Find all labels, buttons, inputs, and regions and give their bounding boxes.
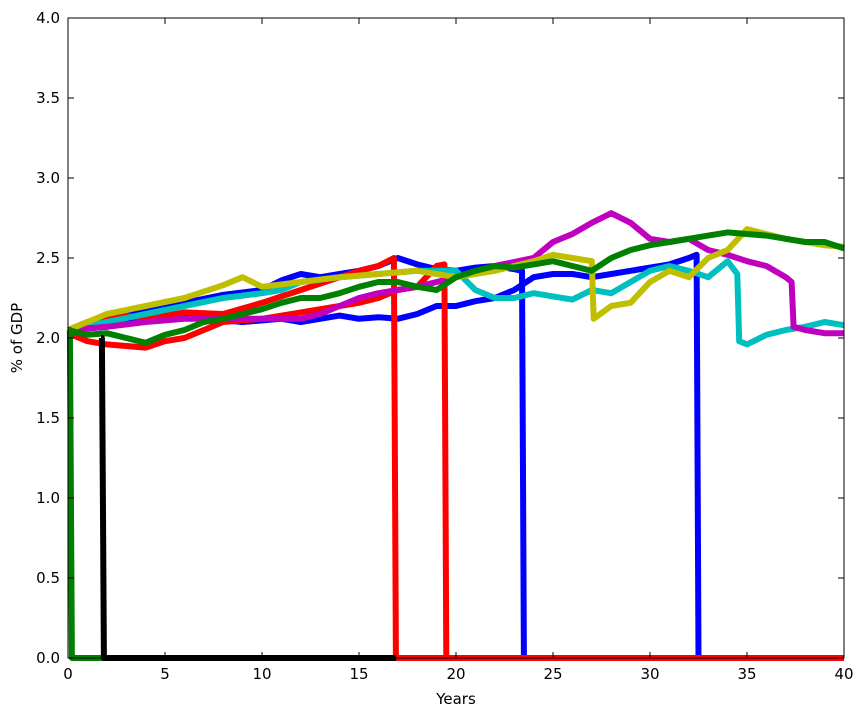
x-tick-label: 30 — [640, 665, 659, 683]
x-tick-label: 20 — [446, 665, 465, 683]
y-tick-label: 1.5 — [36, 409, 60, 427]
x-tick-label: 5 — [160, 665, 170, 683]
x-tick-label: 40 — [834, 665, 853, 683]
series-line-3 — [66, 255, 844, 661]
series-line-10 — [98, 335, 844, 661]
series-line-8 — [66, 327, 844, 661]
series-line-7 — [66, 226, 845, 333]
y-tick-label: 4.0 — [36, 9, 60, 27]
series-layer — [66, 210, 845, 661]
y-axis-label: % of GDP — [8, 303, 26, 373]
y-tick-label: 3.0 — [36, 169, 60, 187]
y-tick-label: 0.5 — [36, 569, 60, 587]
series-line-4 — [66, 261, 844, 661]
series-line-5 — [67, 258, 845, 348]
x-tick-label: 0 — [63, 665, 73, 683]
series-line-9 — [67, 229, 845, 346]
y-tick-label: 2.5 — [36, 249, 60, 267]
x-tick-label: 25 — [543, 665, 562, 683]
x-tick-label: 10 — [252, 665, 271, 683]
x-tick-label: 15 — [349, 665, 368, 683]
x-axis-label: Years — [435, 690, 476, 708]
series-line-6 — [67, 210, 844, 337]
ticks-layer: 0 5 10 15 20 25 30 35 40 0.0 0.5 1.0 1.5 2.0 2.5 3.0 3.5… — [36, 9, 853, 683]
y-tick-label: 0.0 — [36, 649, 60, 667]
y-tick-label: 1.0 — [36, 489, 60, 507]
x-tick-label: 35 — [737, 665, 756, 683]
y-tick-label: 2.0 — [36, 329, 60, 347]
y-tick-label: 3.5 — [36, 89, 60, 107]
